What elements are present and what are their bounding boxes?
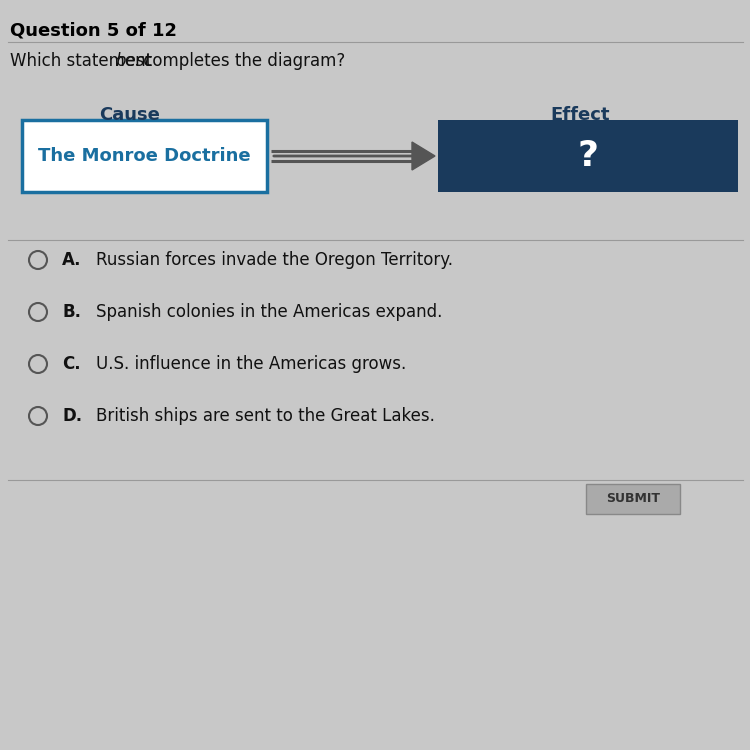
Text: U.S. influence in the Americas grows.: U.S. influence in the Americas grows. (96, 355, 406, 373)
FancyBboxPatch shape (586, 484, 680, 514)
FancyBboxPatch shape (22, 120, 267, 192)
Text: best: best (115, 52, 151, 70)
Text: Cause: Cause (100, 106, 160, 124)
Text: Russian forces invade the Oregon Territory.: Russian forces invade the Oregon Territo… (96, 251, 453, 269)
Text: C.: C. (62, 355, 81, 373)
Text: British ships are sent to the Great Lakes.: British ships are sent to the Great Lake… (96, 407, 435, 425)
Text: A.: A. (62, 251, 82, 269)
Text: Which statement: Which statement (10, 52, 157, 70)
Text: The Monroe Doctrine: The Monroe Doctrine (38, 147, 251, 165)
Text: completes the diagram?: completes the diagram? (138, 52, 345, 70)
Text: Spanish colonies in the Americas expand.: Spanish colonies in the Americas expand. (96, 303, 442, 321)
Text: D.: D. (62, 407, 82, 425)
Text: Question 5 of 12: Question 5 of 12 (10, 22, 177, 40)
Text: B.: B. (62, 303, 81, 321)
Text: ?: ? (578, 139, 598, 173)
Text: Effect: Effect (550, 106, 610, 124)
Text: SUBMIT: SUBMIT (606, 493, 660, 506)
Polygon shape (412, 142, 435, 170)
FancyBboxPatch shape (438, 120, 738, 192)
